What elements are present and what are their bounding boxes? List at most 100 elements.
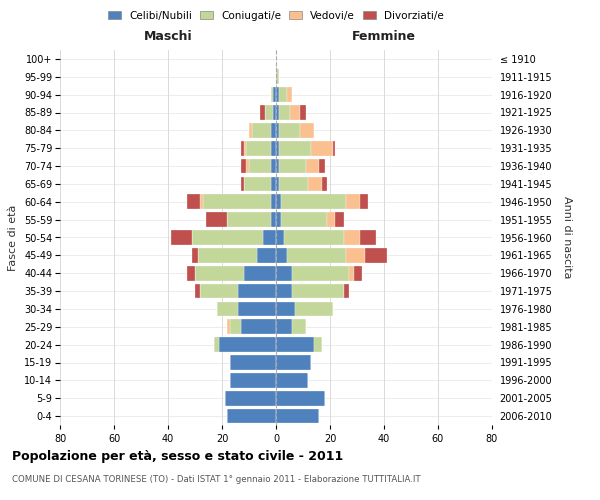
Bar bbox=[244, 141, 247, 156]
Bar bbox=[292, 320, 306, 334]
Bar bbox=[322, 176, 328, 191]
Bar bbox=[195, 266, 244, 280]
Bar bbox=[354, 266, 362, 280]
Bar bbox=[274, 88, 276, 102]
Bar bbox=[276, 248, 287, 262]
Bar bbox=[276, 176, 278, 191]
Bar bbox=[276, 88, 278, 102]
Bar bbox=[252, 123, 271, 138]
Bar bbox=[276, 284, 292, 298]
Bar bbox=[257, 248, 276, 262]
Bar bbox=[278, 105, 290, 120]
Bar bbox=[276, 123, 278, 138]
Text: Popolazione per età, sesso e stato civile - 2011: Popolazione per età, sesso e stato civil… bbox=[12, 450, 343, 463]
Bar bbox=[287, 88, 292, 102]
Bar bbox=[227, 212, 271, 227]
Bar bbox=[343, 230, 360, 245]
Bar bbox=[287, 248, 346, 262]
Bar bbox=[276, 320, 292, 334]
Bar bbox=[198, 248, 257, 262]
Bar bbox=[278, 123, 301, 138]
Bar bbox=[278, 176, 308, 191]
Bar bbox=[360, 194, 368, 209]
Bar bbox=[276, 338, 314, 352]
Bar bbox=[365, 248, 387, 262]
Bar bbox=[276, 230, 284, 245]
Bar bbox=[241, 176, 244, 191]
Bar bbox=[271, 158, 276, 174]
Bar bbox=[271, 123, 276, 138]
Bar bbox=[249, 158, 271, 174]
Bar bbox=[227, 320, 230, 334]
Bar bbox=[195, 284, 200, 298]
Bar bbox=[278, 88, 287, 102]
Bar bbox=[187, 266, 195, 280]
Bar bbox=[332, 141, 335, 156]
Legend: Celibi/Nubili, Coniugati/e, Vedovi/e, Divorziati/e: Celibi/Nubili, Coniugati/e, Vedovi/e, Di… bbox=[104, 6, 448, 25]
Text: Femmine: Femmine bbox=[352, 30, 416, 43]
Bar bbox=[319, 158, 325, 174]
Bar bbox=[230, 320, 241, 334]
Bar bbox=[281, 212, 328, 227]
Bar bbox=[343, 284, 349, 298]
Bar bbox=[200, 284, 238, 298]
Bar bbox=[311, 141, 333, 156]
Bar bbox=[187, 194, 200, 209]
Bar bbox=[241, 158, 247, 174]
Bar bbox=[308, 176, 322, 191]
Bar bbox=[276, 212, 281, 227]
Bar bbox=[290, 105, 301, 120]
Bar bbox=[274, 105, 276, 120]
Bar bbox=[220, 338, 276, 352]
Bar bbox=[314, 338, 322, 352]
Bar bbox=[301, 123, 314, 138]
Bar bbox=[247, 141, 271, 156]
Bar bbox=[301, 105, 306, 120]
Bar bbox=[276, 373, 308, 388]
Bar bbox=[192, 248, 198, 262]
Bar bbox=[265, 105, 274, 120]
Bar bbox=[214, 338, 220, 352]
Bar bbox=[238, 284, 276, 298]
Bar bbox=[349, 266, 354, 280]
Bar bbox=[295, 302, 332, 316]
Bar bbox=[276, 391, 325, 406]
Bar bbox=[281, 194, 346, 209]
Bar bbox=[263, 230, 276, 245]
Bar bbox=[230, 355, 276, 370]
Bar bbox=[271, 176, 276, 191]
Bar bbox=[227, 409, 276, 424]
Bar bbox=[276, 355, 311, 370]
Text: Maschi: Maschi bbox=[143, 30, 193, 43]
Bar bbox=[335, 212, 343, 227]
Bar bbox=[346, 248, 365, 262]
Bar bbox=[230, 373, 276, 388]
Bar bbox=[276, 105, 278, 120]
Bar bbox=[292, 266, 349, 280]
Bar bbox=[247, 158, 249, 174]
Bar bbox=[193, 230, 263, 245]
Bar bbox=[276, 302, 295, 316]
Bar bbox=[203, 194, 271, 209]
Bar bbox=[206, 212, 227, 227]
Bar bbox=[276, 70, 278, 84]
Bar bbox=[224, 391, 276, 406]
Bar bbox=[271, 212, 276, 227]
Bar bbox=[276, 141, 278, 156]
Bar bbox=[271, 141, 276, 156]
Bar bbox=[360, 230, 376, 245]
Bar bbox=[292, 284, 343, 298]
Bar bbox=[278, 158, 306, 174]
Bar bbox=[271, 194, 276, 209]
Bar bbox=[244, 266, 276, 280]
Bar bbox=[306, 158, 319, 174]
Bar bbox=[200, 194, 203, 209]
Bar bbox=[328, 212, 335, 227]
Bar bbox=[284, 230, 343, 245]
Bar bbox=[346, 194, 360, 209]
Bar bbox=[241, 320, 276, 334]
Bar bbox=[276, 158, 278, 174]
Bar bbox=[249, 123, 252, 138]
Bar bbox=[238, 302, 276, 316]
Y-axis label: Fasce di età: Fasce di età bbox=[8, 204, 19, 270]
